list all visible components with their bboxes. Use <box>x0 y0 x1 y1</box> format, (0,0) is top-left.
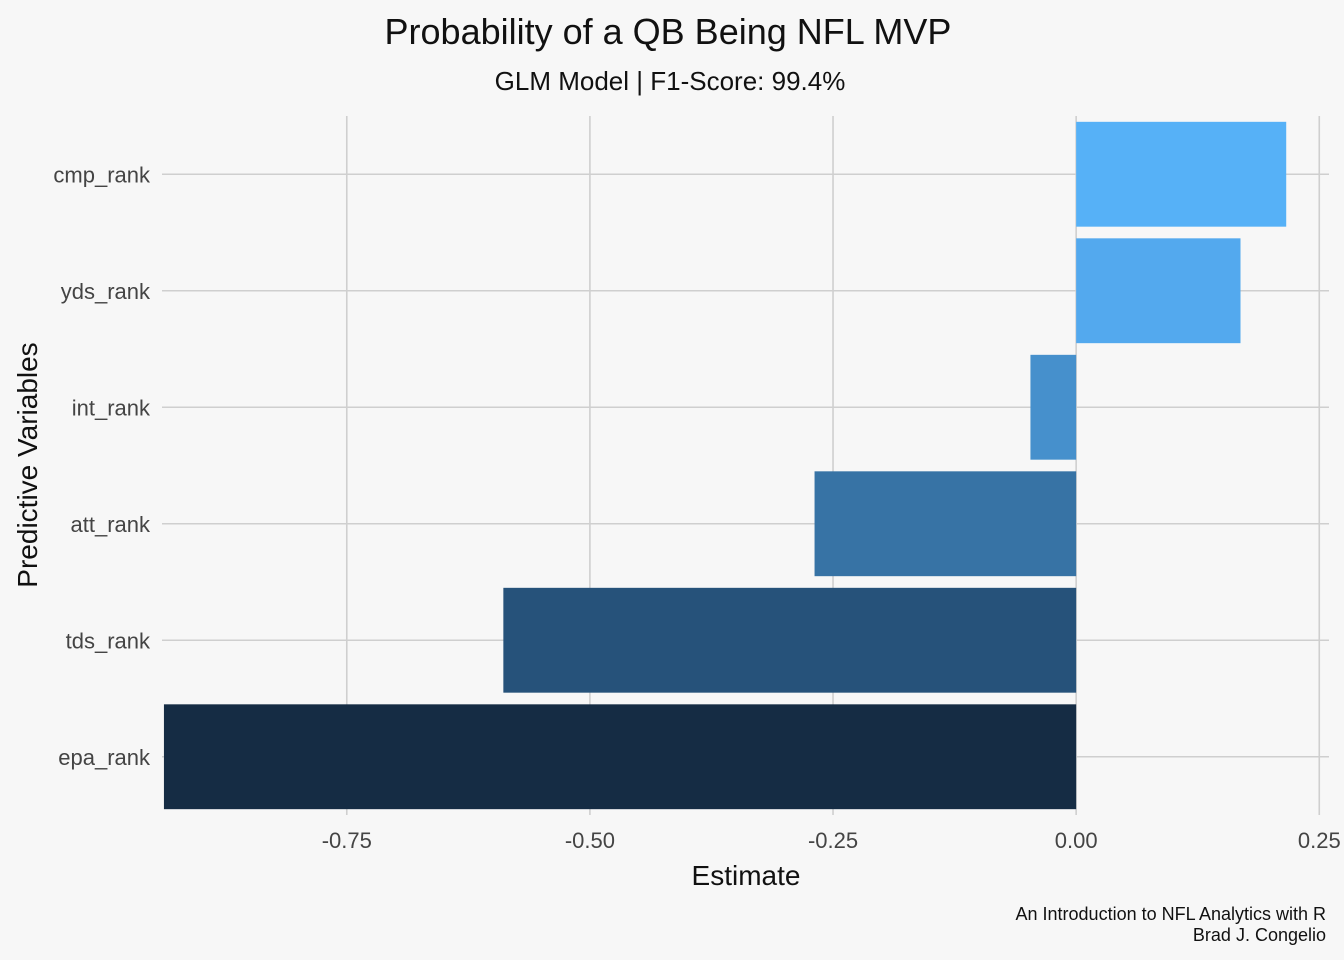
y-tick-labels: cmp_rank yds_rank int_rank att_rank tds_rank… <box>53 162 151 770</box>
chart-subtitle: GLM Model | F1-Score: 99.4% <box>495 66 846 96</box>
bar-tds-rank <box>503 587 1077 693</box>
y-tick-label: yds_rank <box>61 279 151 304</box>
x-tick-label: -0.75 <box>322 828 372 853</box>
bar-epa-rank <box>163 704 1077 810</box>
caption-line-2: Brad J. Congelio <box>1193 925 1326 945</box>
bar-cmp-rank <box>1076 121 1287 227</box>
x-tick-label: 0.00 <box>1055 828 1098 853</box>
x-tick-label: -0.25 <box>808 828 858 853</box>
y-axis-title: Predictive Variables <box>12 342 43 587</box>
chart-title: Probability of a QB Being NFL MVP <box>385 11 952 52</box>
y-tick-label: epa_rank <box>58 745 151 770</box>
bar-int-rank <box>1030 354 1077 460</box>
y-tick-label: cmp_rank <box>53 162 151 187</box>
x-tick-label: 0.25 <box>1298 828 1341 853</box>
y-tick-label: tds_rank <box>66 628 151 653</box>
x-tick-label: -0.50 <box>565 828 615 853</box>
bars <box>163 121 1287 810</box>
y-tick-label: int_rank <box>72 395 151 420</box>
bar-att-rank <box>814 471 1077 577</box>
x-tick-labels: -0.75 -0.50 -0.25 0.00 0.25 <box>322 828 1341 853</box>
x-axis-title: Estimate <box>692 860 801 891</box>
y-tick-label: att_rank <box>71 512 151 537</box>
caption-line-1: An Introduction to NFL Analytics with R <box>1016 904 1326 924</box>
bar-yds-rank <box>1076 238 1241 344</box>
